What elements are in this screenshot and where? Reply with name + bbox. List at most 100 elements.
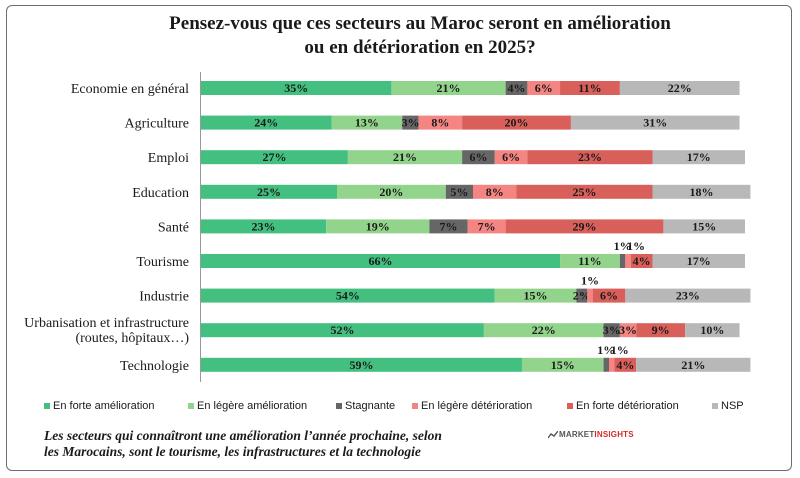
bar-segment: [494, 150, 528, 165]
bar-segment: [603, 357, 609, 372]
data-label: 23%: [252, 219, 276, 233]
bar-segment: [494, 288, 577, 303]
bar-segment: [527, 81, 561, 95]
bar-segment: [587, 288, 593, 303]
data-label: 21%: [681, 358, 705, 372]
legend-swatch: [412, 403, 418, 409]
data-label: 17%: [687, 254, 711, 268]
data-label: 11%: [578, 81, 601, 95]
bar-segment: [402, 115, 419, 130]
bar-segment: [619, 81, 740, 95]
stacked-bar-chart: Economie en général 35% 21% 4% 6% 11% 22% Agric…: [24, 72, 751, 382]
legend-item: Stagnante: [336, 400, 395, 412]
bar-segment: [603, 323, 620, 338]
data-label: 3%: [401, 116, 419, 130]
bar-segment: [391, 81, 506, 95]
data-label: 20%: [379, 185, 403, 199]
bar-segment: [630, 254, 653, 268]
category-label: Tourisme: [136, 255, 189, 270]
data-label: 59%: [349, 358, 373, 372]
data-label: 35%: [284, 81, 308, 95]
legend-swatch: [712, 403, 718, 409]
data-label: 1%: [581, 274, 599, 288]
bar-segment: [201, 150, 348, 165]
legend-swatch: [44, 403, 50, 409]
data-label: 1%: [611, 343, 629, 357]
legend-item: En légère détérioration: [412, 400, 532, 412]
data-label: 23%: [578, 150, 602, 164]
bar-segment: [326, 219, 430, 234]
bar-segment: [201, 288, 495, 303]
category-label: Economie en général: [71, 82, 189, 97]
brand-part2: INSIGHTS: [594, 430, 634, 439]
bar-segment: [445, 184, 473, 199]
bar-segment: [527, 150, 653, 165]
bar-segment: [201, 219, 327, 234]
bar-segment: [462, 115, 571, 130]
data-label: 15%: [551, 358, 575, 372]
legend-swatch: [188, 403, 194, 409]
data-label: 25%: [257, 185, 281, 199]
data-label: 66%: [369, 254, 393, 268]
footnote-line2: les Marocains, sont le tourisme, les inf…: [44, 444, 421, 459]
bar-segment: [429, 219, 468, 234]
bar-segment: [614, 357, 637, 372]
data-label: 8%: [431, 116, 449, 130]
data-label: 31%: [643, 116, 667, 130]
bar-segment: [505, 219, 664, 234]
legend-label: Stagnante: [345, 400, 396, 412]
bar-segment: [619, 254, 626, 268]
category-label: Emploi: [148, 151, 189, 166]
bar-segment: [483, 323, 604, 338]
brand-part1: MARKET: [559, 430, 595, 439]
data-label: 11%: [578, 254, 601, 268]
category-label: Santé: [158, 220, 189, 235]
data-label: 7%: [440, 219, 458, 233]
category-label: Agriculture: [124, 117, 189, 132]
bar-segment: [592, 288, 626, 303]
category-label: Education: [132, 186, 189, 201]
data-label: 52%: [330, 323, 354, 337]
category-label: Urbanisation et infrastructure (routes, h…: [24, 316, 189, 346]
bar-segment: [560, 254, 620, 268]
bar-segment: [636, 357, 751, 372]
data-label: 15%: [524, 289, 548, 303]
legend-item: En forte détérioration: [567, 400, 679, 412]
data-label: 6%: [600, 289, 618, 303]
bar-segment: [201, 115, 332, 130]
data-label: 6%: [469, 150, 487, 164]
data-label: 8%: [486, 185, 504, 199]
legend-swatch: [567, 403, 573, 409]
bar-segment: [636, 323, 686, 338]
brand-chart-icon: [548, 430, 558, 438]
bar-segment: [576, 288, 588, 303]
data-label: 25%: [573, 185, 597, 199]
bar-segment: [685, 323, 740, 338]
legend-item: En légère amélioration: [188, 400, 307, 412]
data-label: 54%: [336, 289, 360, 303]
data-label: 2%: [573, 289, 591, 303]
data-label: 29%: [573, 219, 597, 233]
data-label: 6%: [535, 81, 553, 95]
data-label: 7%: [478, 219, 496, 233]
bar-segment: [462, 150, 495, 165]
bar-segment: [201, 81, 392, 95]
bar-segment: [347, 150, 463, 165]
data-label: 1%: [627, 239, 645, 253]
data-label: 1%: [614, 239, 632, 253]
chart-legend: En forte amélioration En légère améliorat…: [44, 400, 784, 416]
data-label: 17%: [687, 150, 711, 164]
bar-segment: [473, 184, 517, 199]
bar-segment: [560, 81, 620, 95]
data-label: 6%: [502, 150, 520, 164]
legend-swatch: [336, 403, 342, 409]
legend-item: En forte amélioration: [44, 400, 155, 412]
data-label: 21%: [437, 81, 461, 95]
data-label: 5%: [450, 185, 468, 199]
data-label: 20%: [505, 116, 529, 130]
category-label: Industrie: [139, 290, 189, 305]
legend-label: En forte amélioration: [53, 400, 155, 412]
data-label: 22%: [668, 81, 692, 95]
data-label: 3%: [603, 323, 621, 337]
legend-label: NSP: [721, 400, 744, 412]
